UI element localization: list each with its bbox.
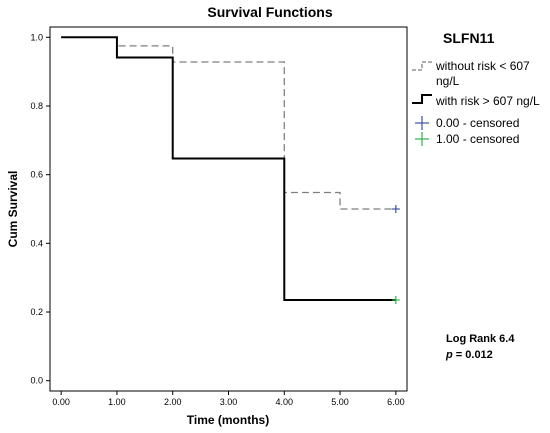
y-tick-label: 0.4 <box>30 238 43 248</box>
log-rank-label: Log Rank 6.4 <box>446 333 515 345</box>
y-tick-label: 0.2 <box>30 307 43 317</box>
legend: without risk < 607 ng/L with risk > 607 ng… <box>412 59 540 146</box>
chart-title: Survival Functions <box>207 4 332 20</box>
legend-plus-icon <box>415 116 429 130</box>
y-axis: 0.0 0.2 0.4 0.6 0.8 1.0 <box>30 32 50 386</box>
x-tick-label: 4.00 <box>276 397 294 407</box>
legend-plus-icon <box>415 132 429 146</box>
x-tick-label: 3.00 <box>220 397 238 407</box>
x-tick-label: 0.00 <box>52 397 70 407</box>
censor-mark <box>391 205 400 213</box>
y-tick-label: 0.6 <box>30 170 43 180</box>
legend-label-censored: 0.00 - censored <box>436 116 519 130</box>
legend-solid-line-icon <box>412 94 432 104</box>
p-value-label: p = 0.012 <box>445 349 493 361</box>
legend-label-without-risk: without risk < 607 ng/L <box>435 59 530 88</box>
y-axis-title: Cum Survival <box>6 171 20 248</box>
x-tick-label: 2.00 <box>164 397 182 407</box>
x-axis: 0.00 1.00 2.00 3.00 4.00 5.00 6.00 <box>52 391 405 407</box>
y-tick-label: 0.8 <box>30 101 43 111</box>
series-line-2 <box>61 36 396 301</box>
x-tick-label: 1.00 <box>108 397 126 407</box>
x-tick-label: 5.00 <box>331 397 349 407</box>
y-tick-label: 0.0 <box>30 376 43 386</box>
x-tick-label: 6.00 <box>387 397 405 407</box>
legend-dashed-line-icon <box>412 61 432 71</box>
legend-title: SLFN11 <box>443 30 495 46</box>
x-axis-title: Time (months) <box>187 413 269 427</box>
series-layer <box>61 36 400 304</box>
legend-label-censored: 1.00 - censored <box>436 132 519 146</box>
y-tick-label: 1.0 <box>30 32 43 42</box>
censor-mark <box>391 296 400 304</box>
series-line-1 <box>61 36 396 210</box>
legend-label-with-risk: with risk > 607 ng/L <box>435 94 540 108</box>
